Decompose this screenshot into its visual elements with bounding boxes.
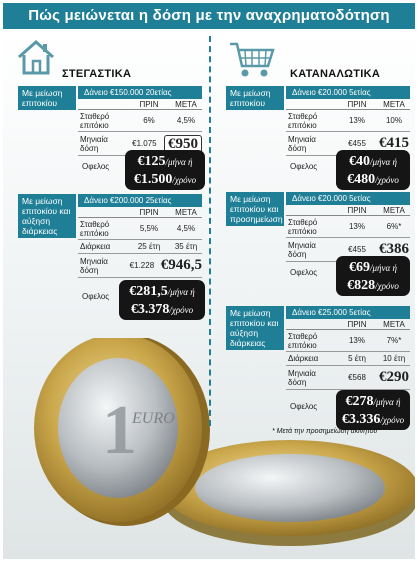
- consumer-heading: ΚΑΤΑΝΑΛΩΤΙΚΑ: [290, 68, 381, 80]
- table-row: Σταθερό επιτόκιο 6% 4,5%: [78, 110, 202, 132]
- table-row: Μηνιαία δόση €568 €290: [286, 366, 410, 390]
- page-title: Πώς μειώνεται η δόση με την αναχρηματοδό…: [3, 3, 415, 29]
- consumer-panel-1-header: Δάνειο €20.000 5ετίας: [286, 86, 410, 99]
- consumer-panel-3: Δάνειο €25.000 5ετίας ΠΡΙΝ ΜΕΤΑ Σταθερό …: [286, 306, 410, 390]
- ofelos-label: Οφελος: [82, 292, 110, 301]
- column-headers: ΠΡΙΝ ΜΕΤΑ: [286, 99, 410, 110]
- table-row: Σταθερό επιτόκιο 13% 7%*: [286, 330, 410, 352]
- table-row: Σταθερό επιτόκιο 5,5% 4,5%: [78, 218, 202, 240]
- mortgage-panel-1-label: Με μείωση επιτοκίου: [18, 86, 76, 110]
- column-headers: ΠΡΙΝ ΜΕΤΑ: [78, 99, 202, 110]
- mortgage-panel-1-header: Δάνειο €150.000 20ετίας: [78, 86, 202, 99]
- consumer-panel-2-savings: €69/μήνα ή €828/χρόνο: [336, 256, 410, 296]
- table-row: Σταθερό επιτόκιο 13% 6%*: [286, 216, 410, 238]
- consumer-panel-2: Δάνειο €20.000 5ετίας ΠΡΙΝ ΜΕΤΑ Σταθερό …: [286, 192, 410, 262]
- table-row: Σταθερό επιτόκιο 13% 10%: [286, 110, 410, 132]
- column-headers: ΠΡΙΝ ΜΕΤΑ: [286, 205, 410, 216]
- consumer-panel-3-label: Με μείωση επιτοκίου και αύξηση διάρκειας: [226, 306, 284, 350]
- ofelos-label: Οφελος: [290, 268, 318, 277]
- mortgage-panel-1-savings: €125/μήνα ή €1.500/χρόνο: [125, 150, 205, 190]
- column-headers: ΠΡΙΝ ΜΕΤΑ: [286, 319, 410, 330]
- before-column-header: ΠΡΙΝ: [139, 100, 159, 109]
- consumer-panel-2-label: Με μείωση επιτοκίου και προσημείωση: [226, 192, 284, 226]
- svg-text:EURO: EURO: [131, 410, 175, 427]
- house-icon: [16, 38, 56, 76]
- mortgage-heading: ΣΤΕΓΑΣΤΙΚΑ: [62, 68, 132, 80]
- after-column-header: ΜΕΤΑ: [175, 100, 197, 109]
- table-row: Διάρκεια 25 έτη 35 έτη: [78, 240, 202, 254]
- ofelos-label: Οφελος: [290, 402, 318, 411]
- consumer-panel-1-label: Με μείωση επιτοκίου: [226, 86, 284, 110]
- ofelos-label: Οφελος: [82, 162, 110, 171]
- table-row: Διάρκεια 5 έτη 10 έτη: [286, 352, 410, 366]
- mortgage-panel-2-header: Δάνειο €200.000 25ετίας: [78, 194, 202, 207]
- svg-text:1: 1: [102, 392, 137, 469]
- consumer-panel-1-savings: €40/μήνα ή €480/χρόνο: [336, 150, 410, 190]
- consumer-panel-3-savings: €278/μήνα ή €3.336/χρόνο: [336, 390, 410, 430]
- footnote: * Μετά την προσημείωση ακινήτου: [272, 428, 378, 435]
- consumer-panel-1: Δάνειο €20.000 5ετίας ΠΡΙΝ ΜΕΤΑ Σταθερό …: [286, 86, 410, 156]
- mortgage-panel-1: Δάνειο €150.000 20ετίας ΠΡΙΝ ΜΕΤΑ Σταθερ…: [78, 86, 202, 156]
- shopping-cart-icon: [228, 40, 276, 80]
- euro-coin-icon: 1 EURO: [20, 334, 418, 558]
- section-divider: [209, 36, 211, 426]
- table-row: Μηνιαία δόση €1.228 €946,5: [78, 254, 202, 278]
- column-headers: ΠΡΙΝ ΜΕΤΑ: [78, 207, 202, 218]
- consumer-panel-2-header: Δάνειο €20.000 5ετίας: [286, 192, 410, 205]
- mortgage-panel-2-label: Με μείωση επιτοκίου και αύξηση διάρκειας: [18, 194, 76, 238]
- ofelos-label: Οφελος: [290, 162, 318, 171]
- consumer-panel-3-header: Δάνειο €25.000 5ετίας: [286, 306, 410, 319]
- mortgage-panel-2-savings: €281,5/μήνα ή €3.378/χρόνο: [119, 280, 205, 320]
- mortgage-panel-2: Δάνειο €200.000 25ετίας ΠΡΙΝ ΜΕΤΑ Σταθερ…: [78, 194, 202, 278]
